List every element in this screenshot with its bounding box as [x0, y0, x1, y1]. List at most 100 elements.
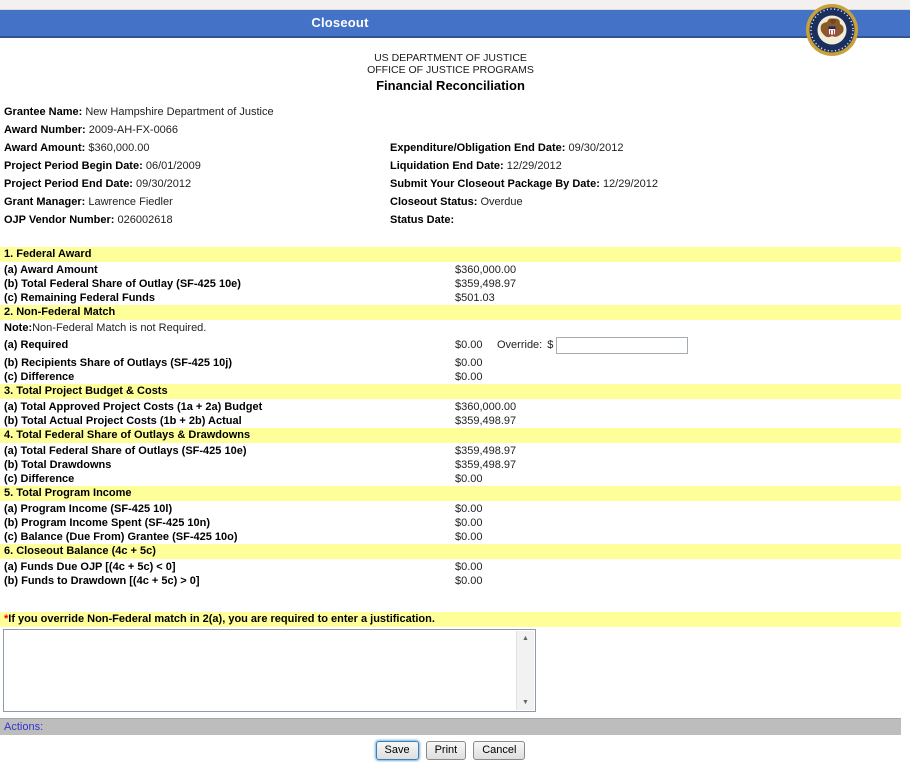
save-button[interactable]: Save	[375, 740, 419, 760]
info-line: Project Period End Date: 09/30/2012	[4, 175, 274, 193]
print-button[interactable]: Print	[425, 740, 467, 760]
row-value: $0.00	[455, 371, 483, 383]
required-asterisk: *	[4, 613, 9, 625]
page-header-title: Closeout	[311, 15, 369, 30]
row-value: $360,000.00	[455, 401, 517, 413]
header-bar: Closeout	[0, 10, 910, 38]
actions-buttons-row: Save Print Cancel	[0, 738, 901, 762]
scroll-down-icon[interactable]: ▼	[522, 699, 529, 706]
currency-symbol: $	[547, 339, 554, 351]
info-line: Expenditure/Obligation End Date: 09/30/2…	[390, 139, 658, 157]
row-label: (c) Difference	[4, 473, 75, 485]
info-value: 06/01/2009	[145, 160, 201, 172]
info-value: 12/29/2012	[506, 160, 562, 172]
info-line: Grantee Name: New Hampshire Department o…	[4, 103, 274, 121]
table-row: (a) Total Approved Project Costs (1a + 2…	[0, 400, 901, 414]
table-row: (b) Total Drawdowns $359,498.97	[0, 458, 901, 472]
info-label: Submit Your Closeout Package By Date:	[390, 178, 600, 190]
table-row: (a) Funds Due OJP [(4c + 5c) < 0] $0.00	[0, 560, 901, 574]
cancel-button[interactable]: Cancel	[473, 740, 526, 760]
agency-line2: OFFICE OF JUSTICE PROGRAMS	[367, 64, 534, 76]
info-value: Lawrence Fiedler	[88, 196, 173, 208]
row-label: (b) Funds to Drawdown [(4c + 5c) > 0]	[4, 575, 200, 587]
row-value: $0.00	[455, 473, 483, 485]
section-header: 3. Total Project Budget & Costs	[0, 384, 901, 399]
row-label: (a) Funds Due OJP [(4c + 5c) < 0]	[4, 561, 176, 573]
row-label: (b) Total Actual Project Costs (1b + 2b)…	[4, 415, 242, 427]
page-title: Financial Reconciliation	[376, 78, 525, 93]
row-label: (a) Award Amount	[4, 264, 98, 276]
info-line: Submit Your Closeout Package By Date: 12…	[390, 175, 658, 193]
grantee-info: Grantee Name: New Hampshire Department o…	[0, 103, 910, 231]
info-label: Project Period Begin Date:	[4, 160, 143, 172]
section-header: 5. Total Program Income	[0, 486, 901, 501]
table-row: (a) Award Amount $360,000.00	[0, 263, 901, 277]
row-value: $359,498.97	[455, 415, 517, 427]
agency-line1: US DEPARTMENT OF JUSTICE	[374, 52, 527, 64]
row-value: $359,498.97	[455, 459, 517, 471]
row-label: (b) Total Federal Share of Outlay (SF-42…	[4, 278, 241, 290]
table-row: (b) Recipients Share of Outlays (SF-425 …	[0, 356, 901, 370]
scroll-up-icon[interactable]: ▲	[522, 635, 529, 642]
table-row: (c) Difference $0.00	[0, 370, 901, 384]
row-label: (b) Recipients Share of Outlays (SF-425 …	[4, 357, 233, 369]
grantee-info-right: Expenditure/Obligation End Date: 09/30/2…	[390, 139, 658, 229]
info-line: Project Period Begin Date: 06/01/2009	[4, 157, 274, 175]
info-line: Award Number: 2009-AH-FX-0066	[4, 121, 274, 139]
row-value: $0.00	[455, 357, 483, 369]
row-label: (c) Remaining Federal Funds	[4, 292, 155, 304]
section-header: 6. Closeout Balance (4c + 5c)	[0, 544, 901, 559]
grantee-info-left: Grantee Name: New Hampshire Department o…	[4, 103, 274, 229]
top-strip	[0, 0, 910, 10]
actions-bar: Actions:	[0, 718, 901, 736]
row-value: $0.00	[455, 517, 483, 529]
row-label: (a) Program Income (SF-425 10l)	[4, 503, 173, 515]
override-input[interactable]	[556, 337, 689, 354]
table-row: (a) Total Federal Share of Outlays (SF-4…	[0, 444, 901, 458]
info-value: 09/30/2012	[136, 178, 192, 190]
info-label: OJP Vendor Number:	[4, 214, 115, 226]
override-group: Override: $	[497, 335, 689, 356]
info-value: 09/30/2012	[568, 142, 624, 154]
table-row: (b) Total Actual Project Costs (1b + 2b)…	[0, 414, 901, 428]
info-line: Award Amount: $360,000.00	[4, 139, 274, 157]
row-label: (c) Difference	[4, 371, 75, 383]
table-row: (c) Difference $0.00	[0, 472, 901, 486]
justification-note: *If you override Non-Federal match in 2(…	[0, 612, 901, 627]
justification-textarea[interactable]: ▲ ▼	[3, 629, 536, 712]
override-label: Override:	[497, 339, 543, 351]
info-line: Status Date:	[390, 211, 658, 229]
info-line: Closeout Status: Overdue	[390, 193, 658, 211]
info-label: Award Number:	[4, 124, 86, 136]
info-value: $360,000.00	[88, 142, 150, 154]
row-value: $0.00	[455, 503, 483, 515]
row-label: (a) Required	[4, 339, 69, 351]
info-label: Award Amount:	[4, 142, 86, 154]
section-header: 4. Total Federal Share of Outlays & Draw…	[0, 428, 901, 443]
row-value: $0.00	[455, 561, 483, 573]
row-label: (c) Balance (Due From) Grantee (SF-425 1…	[4, 531, 238, 543]
section-header: 2. Non-Federal Match	[0, 305, 901, 320]
info-label: Grantee Name:	[4, 106, 83, 118]
textarea-scrollbar[interactable]: ▲ ▼	[516, 631, 534, 710]
info-label: Project Period End Date:	[4, 178, 133, 190]
table-row: (a) Program Income (SF-425 10l) $0.00	[0, 502, 901, 516]
table-row: (b) Funds to Drawdown [(4c + 5c) > 0] $0.…	[0, 574, 901, 588]
table-row: (b) Program Income Spent (SF-425 10n) $0.…	[0, 516, 901, 530]
info-value: New Hampshire Department of Justice	[85, 106, 274, 118]
row-value: $0.00	[455, 575, 483, 587]
actions-label: Actions:	[4, 721, 44, 733]
note-text: Non-Federal Match is not Required.	[32, 322, 207, 334]
row-value: $360,000.00	[455, 264, 517, 276]
table-row: (b) Total Federal Share of Outlay (SF-42…	[0, 277, 901, 291]
agency-header: US DEPARTMENT OF JUSTICE OFFICE OF JUSTI…	[0, 52, 901, 93]
table-row: (a) Required $0.00 Override: $	[0, 335, 901, 356]
row-value: $359,498.97	[455, 278, 517, 290]
row-label: (a) Total Approved Project Costs (1a + 2…	[4, 401, 263, 413]
section-header: 1. Federal Award	[0, 247, 901, 262]
note-row: Note:Non-Federal Match is not Required.	[0, 321, 901, 335]
table-row: (c) Balance (Due From) Grantee (SF-425 1…	[0, 530, 901, 544]
row-value: $0.00	[455, 339, 483, 351]
table-row: (c) Remaining Federal Funds $501.03	[0, 291, 901, 305]
info-label: Grant Manager:	[4, 196, 86, 208]
